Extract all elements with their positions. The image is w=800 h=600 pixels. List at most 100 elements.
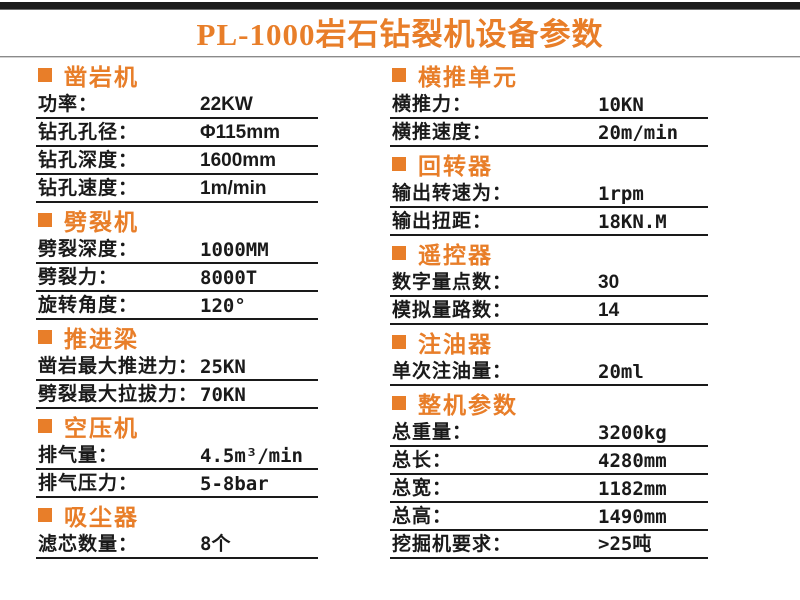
section-header: 凿岩机 (36, 61, 318, 90)
section-title: 劈裂机 (64, 209, 139, 235)
section-header: 遥控器 (390, 239, 708, 268)
spec-row: 单次注油量： 20ml (390, 358, 708, 386)
spec-value: 1600mm (200, 150, 277, 171)
spec-label: 单次注油量： (392, 361, 513, 382)
spec-row: 数字量点数： 30 (390, 269, 708, 297)
spec-row: 挖掘机要求： >25吨 (390, 531, 708, 559)
section-header: 空压机 (36, 412, 318, 441)
spec-columns: 凿岩机 功率： 22KW 钻孔孔径： Φ115mm 钻孔深度： 1600mm 钻… (0, 58, 800, 559)
spec-label: 总长： (392, 450, 453, 471)
spec-value: 22KW (200, 94, 253, 115)
section-title: 凿岩机 (64, 64, 139, 90)
spec-value: 18KN.M (598, 211, 667, 233)
spec-value: 120° (200, 295, 246, 317)
section-rock-drill: 凿岩机 功率： 22KW 钻孔孔径： Φ115mm 钻孔深度： 1600mm 钻… (36, 61, 318, 203)
spec-row: 总重量： 3200kg (390, 419, 708, 447)
spec-row: 滤芯数量： 8个 (36, 531, 318, 559)
spec-value: 5-8bar (200, 473, 269, 495)
spec-value: 25KN (200, 356, 246, 378)
spec-label: 劈裂最大拉拔力： (38, 384, 199, 405)
spec-row: 总高： 1490mm (390, 503, 708, 531)
spec-label: 凿岩最大推进力： (38, 356, 199, 377)
section-lateral-push-unit: 横推单元 横推力： 10KN 横推速度： 20m/min (390, 61, 708, 147)
left-column: 凿岩机 功率： 22KW 钻孔孔径： Φ115mm 钻孔深度： 1600mm 钻… (36, 58, 318, 559)
bullet-square-icon (392, 396, 406, 410)
section-splitter: 劈裂机 劈裂深度： 1000MM 劈裂力： 8000T 旋转角度： 120° (36, 206, 318, 320)
spec-row: 总宽： 1182mm (390, 475, 708, 503)
spec-label: 排气压力： (38, 473, 139, 494)
section-dust-collector: 吸尘器 滤芯数量： 8个 (36, 501, 318, 559)
section-air-compressor: 空压机 排气量： 4.5m³/min 排气压力： 5-8bar (36, 412, 318, 498)
section-feed-beam: 推进梁 凿岩最大推进力： 25KN 劈裂最大拉拔力： 70KN (36, 323, 318, 409)
bullet-square-icon (38, 330, 52, 344)
spec-value: 20ml (598, 361, 644, 383)
spec-row: 总长： 4280mm (390, 447, 708, 475)
spec-label: 钻孔速度： (38, 178, 139, 199)
section-title: 整机参数 (418, 392, 518, 418)
spec-label: 滤芯数量： (38, 534, 139, 555)
spec-label: 挖掘机要求： (392, 534, 513, 555)
spec-value: 1rpm (598, 183, 644, 205)
bullet-square-icon (392, 68, 406, 82)
spec-row: 劈裂深度： 1000MM (36, 236, 318, 264)
spec-label: 横推速度： (392, 122, 493, 143)
spec-label: 功率： (38, 94, 99, 115)
bullet-square-icon (38, 419, 52, 433)
spec-value: 3200kg (598, 422, 667, 444)
spec-label: 钻孔孔径： (38, 122, 139, 143)
section-title: 空压机 (64, 415, 139, 441)
spec-value: 4280mm (598, 450, 667, 472)
spec-row: 功率： 22KW (36, 91, 318, 119)
spec-row: 钻孔速度： 1m/min (36, 175, 318, 203)
spec-value: 8个 (200, 533, 231, 555)
spec-row: 旋转角度： 120° (36, 292, 318, 320)
section-title: 遥控器 (418, 242, 493, 268)
bullet-square-icon (38, 68, 52, 82)
section-title: 横推单元 (418, 64, 518, 90)
spec-label: 劈裂力： (38, 267, 119, 288)
section-remote-control: 遥控器 数字量点数： 30 模拟量路数： 14 (390, 239, 708, 325)
spec-row: 输出扭距： 18KN.M (390, 208, 708, 236)
spec-label: 输出扭距： (392, 211, 493, 232)
spec-label: 钻孔深度： (38, 150, 139, 171)
spec-row: 劈裂最大拉拔力： 70KN (36, 381, 318, 409)
spec-value: 1182mm (598, 478, 667, 500)
section-header: 回转器 (390, 150, 708, 179)
section-oiler: 注油器 单次注油量： 20ml (390, 328, 708, 386)
spec-row: 模拟量路数： 14 (390, 297, 708, 325)
spec-value: 20m/min (598, 122, 679, 144)
spec-value: >25吨 (598, 533, 652, 555)
spec-row: 凿岩最大推进力： 25KN (36, 353, 318, 381)
spec-row: 横推力： 10KN (390, 91, 708, 119)
spec-value: 8000T (200, 267, 258, 289)
spec-label: 旋转角度： (38, 295, 139, 316)
spec-value: Φ115mm (200, 122, 281, 143)
spec-label: 排气量： (38, 445, 119, 466)
spec-row: 输出转速为： 1rpm (390, 180, 708, 208)
section-header: 推进梁 (36, 323, 318, 352)
spec-value: 14 (598, 300, 620, 321)
spec-row: 排气压力： 5-8bar (36, 470, 318, 498)
section-header: 注油器 (390, 328, 708, 357)
spec-label: 输出转速为： (392, 183, 513, 204)
section-title: 推进梁 (64, 326, 139, 352)
spec-label: 劈裂深度： (38, 239, 139, 260)
section-title: 吸尘器 (64, 504, 139, 530)
right-column: 横推单元 横推力： 10KN 横推速度： 20m/min 回转器 输出转速为： (390, 58, 708, 559)
spec-value: 70KN (200, 384, 246, 406)
page-title: PL-1000岩石钻裂机设备参数 (196, 17, 604, 52)
section-rotator: 回转器 输出转速为： 1rpm 输出扭距： 18KN.M (390, 150, 708, 236)
section-overall-parameters: 整机参数 总重量： 3200kg 总长： 4280mm 总宽： 1182mm 总… (390, 389, 708, 559)
bullet-square-icon (392, 157, 406, 171)
spec-row: 劈裂力： 8000T (36, 264, 318, 292)
spec-label: 总宽： (392, 478, 453, 499)
spec-value: 1000MM (200, 239, 269, 261)
section-header: 横推单元 (390, 61, 708, 90)
spec-label: 横推力： (392, 94, 473, 115)
spec-row: 横推速度： 20m/min (390, 119, 708, 147)
spec-value: 10KN (598, 94, 644, 116)
section-title: 回转器 (418, 153, 493, 179)
bullet-square-icon (392, 335, 406, 349)
bullet-square-icon (38, 213, 52, 227)
